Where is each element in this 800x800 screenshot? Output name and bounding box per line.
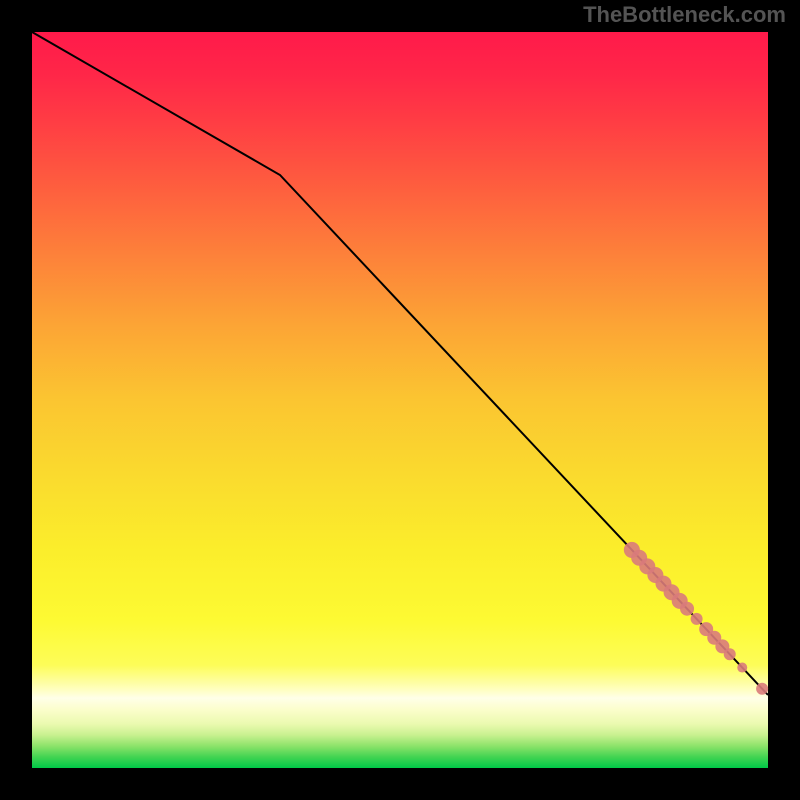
chart-container: TheBottleneck.com [0, 0, 800, 800]
plot-area [32, 32, 768, 768]
data-point [680, 602, 694, 616]
bottleneck-chart [0, 0, 800, 800]
data-point [691, 613, 703, 625]
data-point [756, 683, 768, 695]
data-point [724, 648, 736, 660]
data-point [737, 663, 747, 673]
watermark-text: TheBottleneck.com [583, 2, 786, 28]
